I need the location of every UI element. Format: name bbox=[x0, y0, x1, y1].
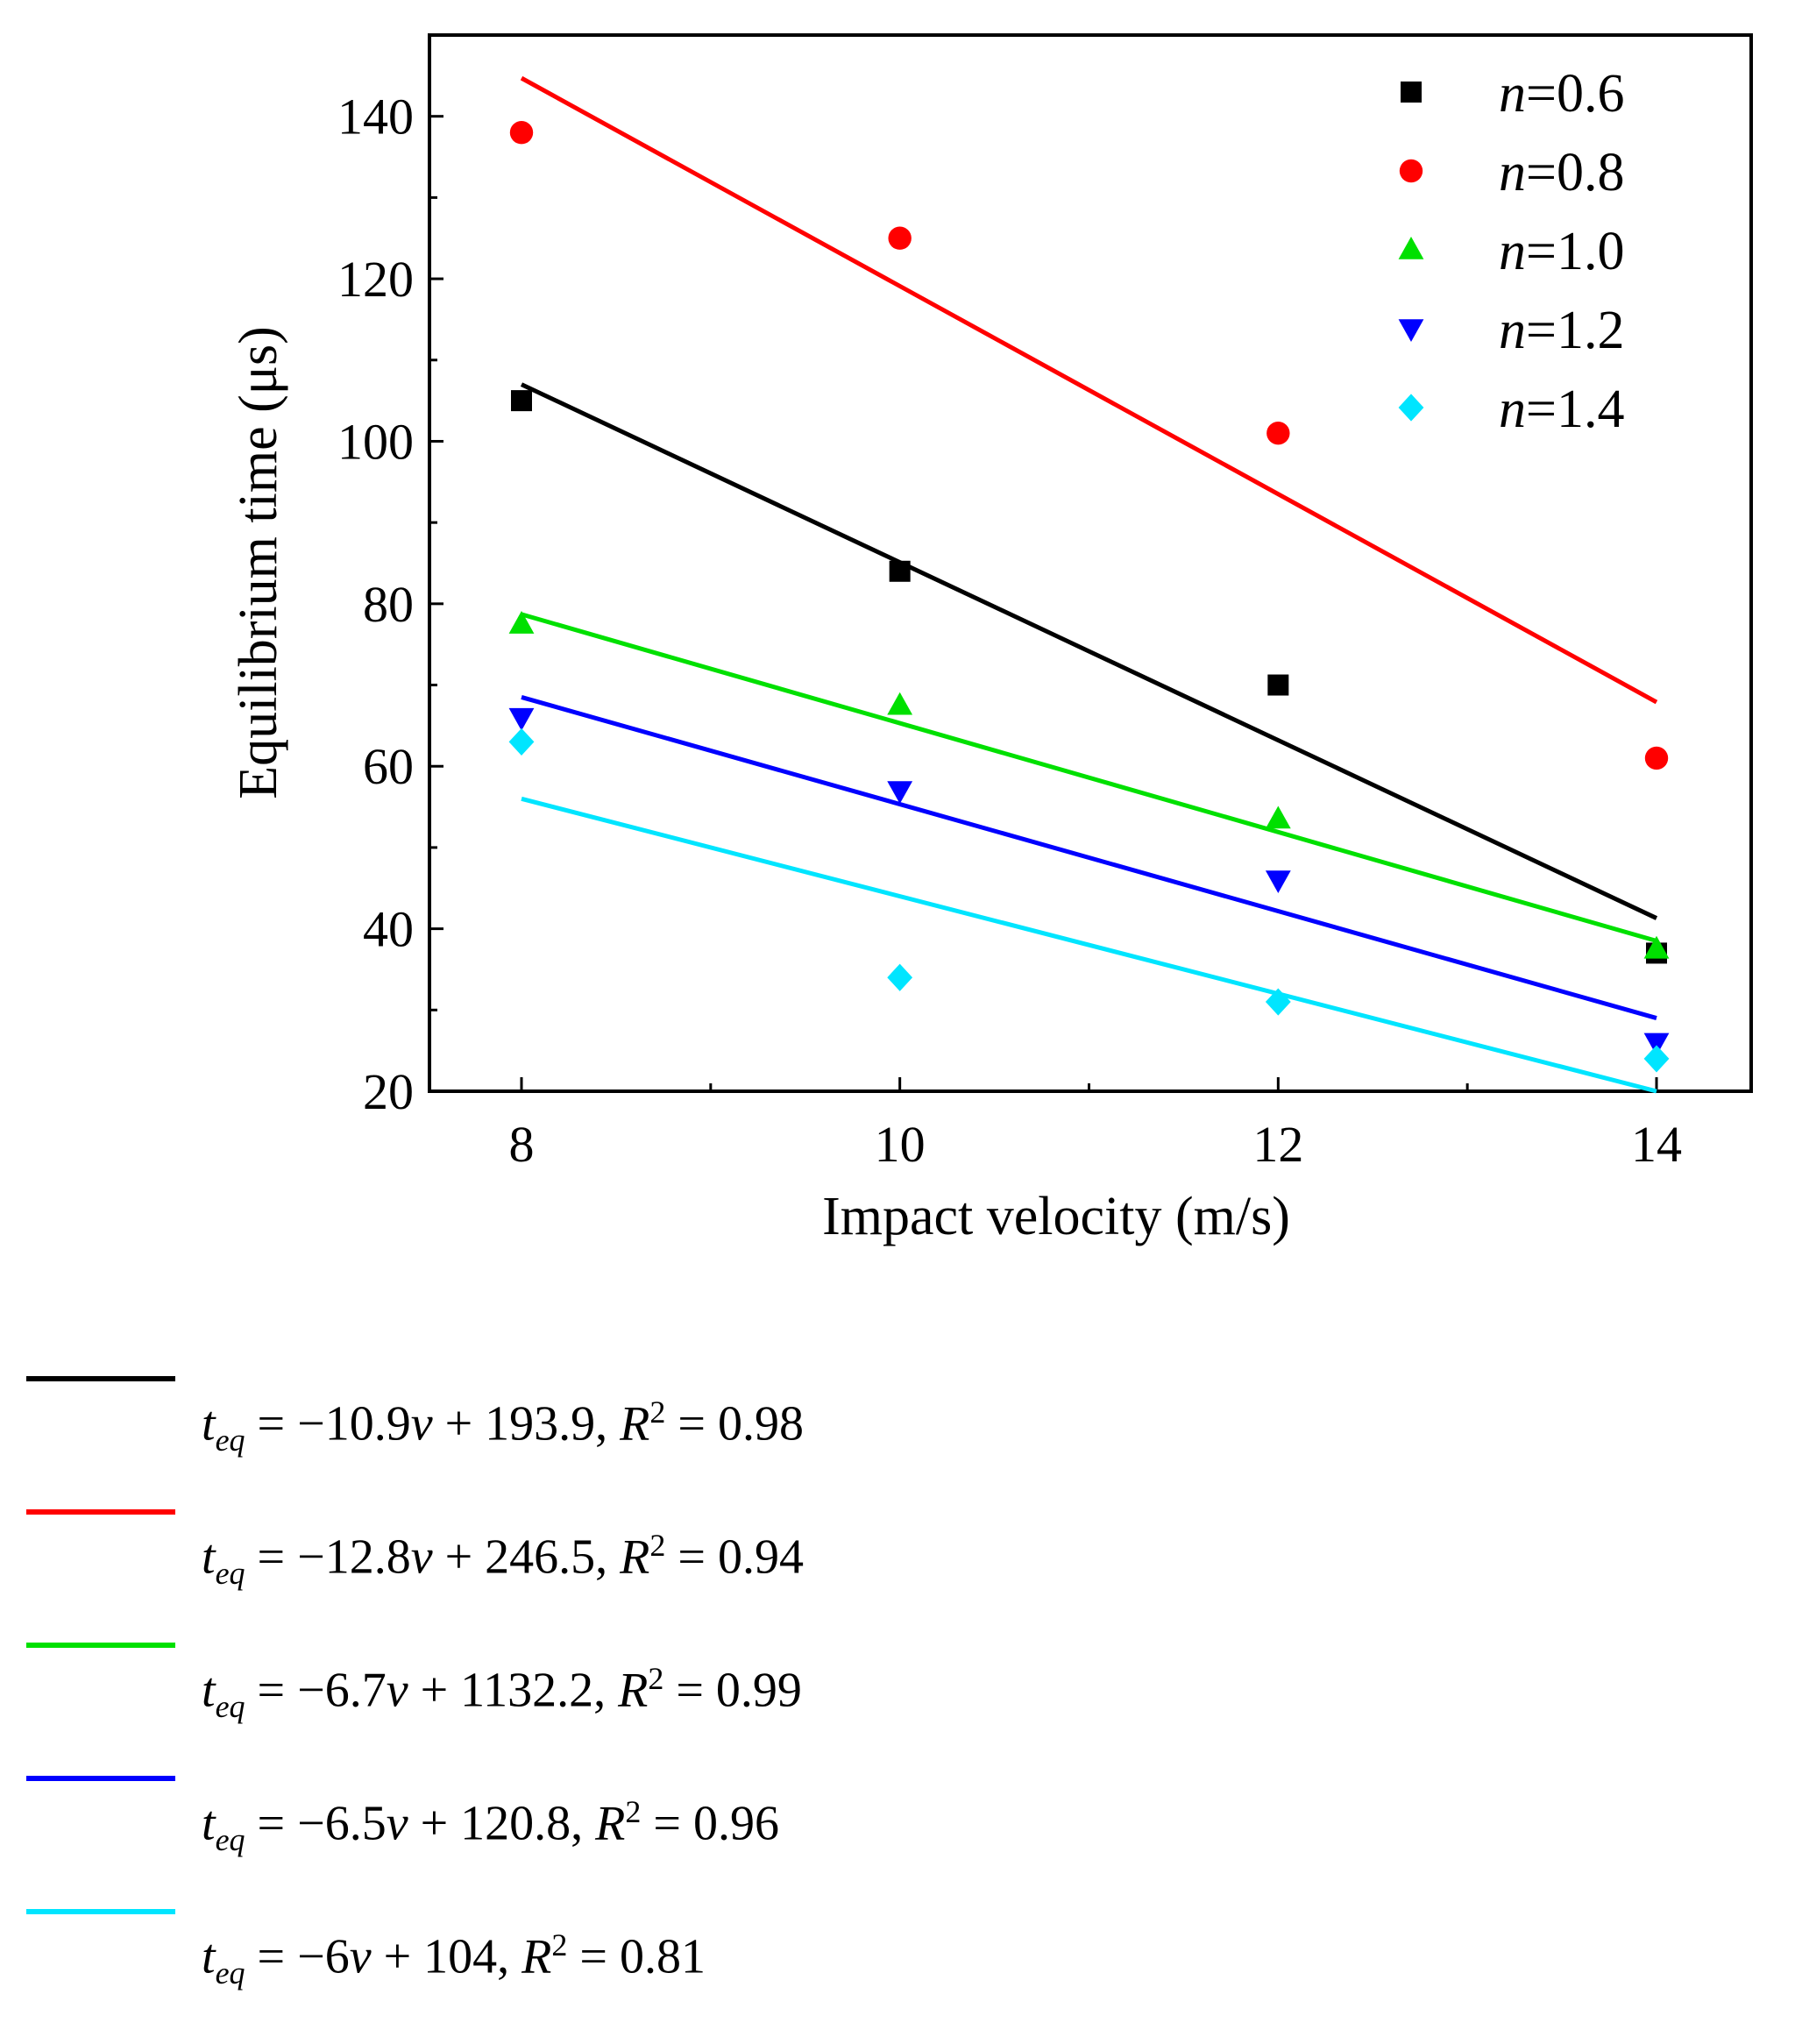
y-axis-title: Equilibrium time (μs) bbox=[229, 326, 288, 799]
legend-label-5: n=1.4 bbox=[1499, 380, 1624, 439]
legend-marker-1 bbox=[1401, 82, 1422, 103]
data-point-series-2 bbox=[1266, 421, 1290, 445]
fit-line-series-5 bbox=[521, 796, 1657, 1094]
data-point-series-3 bbox=[887, 692, 913, 715]
x-tick-label: 14 bbox=[1631, 1116, 1682, 1173]
x-tick-label: 12 bbox=[1252, 1116, 1303, 1173]
fit-equation-list: teq = −10.9v + 193.9, R2 = 0.98 teq = −12… bbox=[26, 1367, 990, 2033]
fit-equation: teq = −10.9v + 193.9, R2 = 0.98 bbox=[202, 1395, 804, 1458]
data-point-series-5 bbox=[508, 727, 535, 756]
data-point-series-2 bbox=[509, 121, 534, 145]
data-markers bbox=[508, 121, 1670, 1073]
data-point-series-4 bbox=[1643, 1033, 1670, 1056]
x-axis: 8 10 12 14 bbox=[509, 1077, 1682, 1173]
x-axis-title: Impact velocity (m/s) bbox=[822, 1187, 1290, 1246]
y-tick-label: 120 bbox=[337, 251, 414, 308]
fit-equation-row: teq = −6.7v + 1132.2, R2 = 0.99 bbox=[26, 1634, 990, 1767]
fit-line-swatch bbox=[26, 1509, 175, 1515]
fit-equation: teq = −6.5v + 120.8, R2 = 0.96 bbox=[202, 1794, 779, 1857]
fit-equation: teq = −6v + 104, R2 = 0.81 bbox=[202, 1927, 706, 1991]
data-point-series-3 bbox=[1643, 935, 1670, 959]
data-point-series-4 bbox=[508, 707, 535, 731]
legend: n=0.6 n=0.8 n=1.0 n=1.2 n=1.4 bbox=[1398, 64, 1624, 439]
y-tick-label: 40 bbox=[363, 901, 414, 958]
legend-label-1: n=0.6 bbox=[1499, 64, 1624, 124]
legend-label-2: n=0.8 bbox=[1499, 143, 1624, 202]
fit-equation: teq = −6.7v + 1132.2, R2 = 0.99 bbox=[202, 1661, 802, 1724]
fit-line-swatch bbox=[26, 1643, 175, 1648]
fit-line-series-3 bbox=[521, 612, 1657, 943]
y-tick-label: 80 bbox=[363, 576, 414, 633]
data-point-series-5 bbox=[887, 963, 913, 991]
data-point-series-3 bbox=[508, 611, 535, 634]
y-axis: 20 40 60 80 100 120 140 bbox=[337, 89, 443, 1120]
data-point-series-3 bbox=[1265, 806, 1291, 829]
data-point-series-5 bbox=[1265, 988, 1291, 1016]
fit-line-swatch bbox=[26, 1376, 175, 1381]
legend-marker-2 bbox=[1399, 159, 1423, 183]
x-tick-label: 8 bbox=[509, 1116, 535, 1173]
fit-equation-row: teq = −10.9v + 193.9, R2 = 0.98 bbox=[26, 1367, 990, 1501]
data-point-series-4 bbox=[887, 781, 913, 805]
data-point-series-1 bbox=[889, 560, 911, 582]
y-tick-label: 20 bbox=[363, 1063, 414, 1120]
data-point-series-5 bbox=[1643, 1045, 1670, 1073]
fit-line-swatch bbox=[26, 1909, 175, 1914]
fit-lines bbox=[520, 75, 1658, 1094]
legend-marker-5 bbox=[1398, 394, 1424, 422]
legend-marker-3 bbox=[1398, 237, 1424, 259]
fit-equation: teq = −12.8v + 246.5, R2 = 0.94 bbox=[202, 1528, 804, 1591]
x-tick-label: 10 bbox=[875, 1116, 926, 1173]
data-point-series-1 bbox=[1267, 674, 1289, 696]
fit-equation-row: teq = −12.8v + 246.5, R2 = 0.94 bbox=[26, 1501, 990, 1634]
fit-line-series-1 bbox=[520, 382, 1658, 920]
data-point-series-2 bbox=[888, 226, 912, 250]
fit-line-series-4 bbox=[521, 695, 1657, 1020]
fit-equation-row: teq = −6v + 104, R2 = 0.81 bbox=[26, 1900, 990, 2033]
y-tick-label: 60 bbox=[363, 738, 414, 795]
fit-equation-row: teq = −6.5v + 120.8, R2 = 0.96 bbox=[26, 1767, 990, 1900]
legend-marker-4 bbox=[1398, 319, 1424, 342]
data-point-series-4 bbox=[1265, 870, 1291, 893]
fit-line-series-2 bbox=[520, 75, 1658, 705]
legend-label-3: n=1.0 bbox=[1499, 222, 1624, 281]
y-tick-label: 100 bbox=[337, 413, 414, 470]
y-tick-label: 140 bbox=[337, 89, 414, 145]
chart: 20 40 60 80 100 120 140 8 10 12 14 n=0.6 n=0.8 n=1.… bbox=[229, 33, 1753, 1246]
data-point-series-1 bbox=[511, 390, 532, 412]
legend-label-4: n=1.2 bbox=[1499, 301, 1624, 360]
data-point-series-2 bbox=[1644, 746, 1669, 770]
fit-line-swatch bbox=[26, 1776, 175, 1781]
